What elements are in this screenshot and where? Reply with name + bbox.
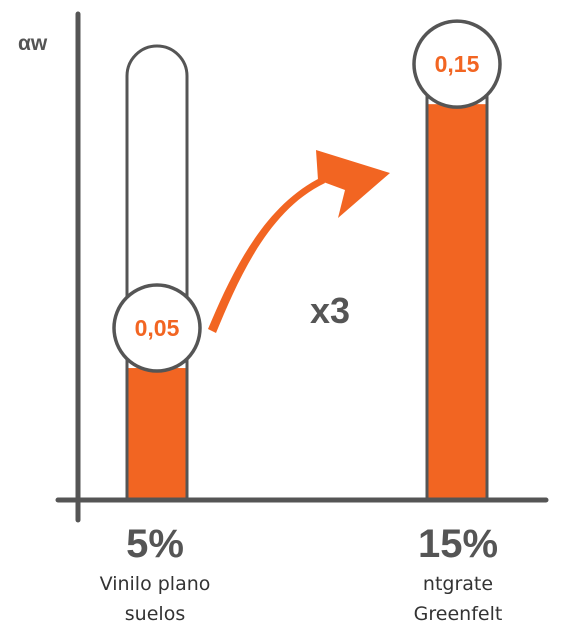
category-label-1-line-2: suelos [125, 603, 185, 625]
value-label-2: 0,15 [435, 51, 480, 77]
category-label-2-line-1: ntgrate [423, 573, 493, 595]
bar-fill-1 [128, 368, 186, 500]
y-axis-label: αw [18, 32, 48, 55]
category-label-1-line-1: Vinilo plano [100, 573, 211, 595]
value-badge-2 [412, 19, 502, 109]
value-label-1: 0,05 [135, 315, 180, 341]
category-percent-2: 15% [418, 522, 498, 566]
bar-group-1: 0,05 [112, 44, 202, 503]
curved-arrow-icon [208, 150, 390, 333]
category-label-2-line-2: Greenfelt [414, 603, 503, 625]
bar-group-2: 0,15 [412, 19, 502, 503]
bar-fill-2 [428, 104, 486, 501]
multiplier-annotation: x3 [310, 290, 350, 331]
category-percent-1: 5% [126, 522, 184, 566]
value-badge-1 [112, 283, 202, 373]
